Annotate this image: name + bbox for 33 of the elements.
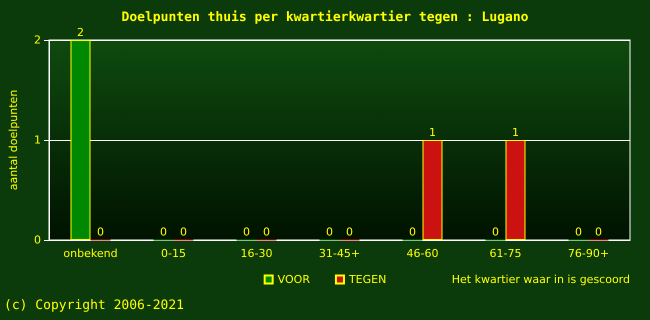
x-tick-label: 61-75 [490,247,522,260]
y-tick-label: 2 [34,34,41,46]
data-label: 0 [263,226,270,238]
data-label: 0 [160,226,167,238]
x-tick-label: 16-30 [240,247,272,260]
data-label: 0 [346,226,353,238]
x-tick-label: onbekend [63,247,118,260]
bar [70,40,90,240]
x-axis-title: Het kwartier waar in is gescoord [452,273,630,286]
x-tick-label: 46-60 [406,247,438,260]
x-tick-label: 76-90+ [568,247,610,260]
data-label: 0 [326,226,333,238]
legend-label: VOOR [278,273,310,286]
data-label: 1 [512,126,519,139]
chart-title: Doelpunten thuis per kwartierkwartier tegen : Lugano [122,10,529,25]
data-label: 0 [575,226,582,238]
text: (c) Copyright 2006-2021 [4,298,184,313]
y-tick-label: 1 [34,134,41,146]
data-label: 0 [97,226,104,238]
y-axis-title: aantal doelpunten [7,90,20,190]
data-label: 0 [409,226,416,238]
x-tick-label: 31-45+ [318,247,360,260]
data-label: 2 [77,26,84,39]
data-label: 0 [492,226,499,238]
legend-label: TEGEN [348,273,386,286]
x-tick-label: 0-15 [161,247,186,260]
data-label: 1 [429,126,436,139]
data-label: 0 [595,226,602,238]
y-tick-label: 0 [34,234,41,246]
data-label: 0 [243,226,250,238]
bar [422,140,442,240]
data-label: 0 [180,226,187,238]
bar [506,140,526,240]
